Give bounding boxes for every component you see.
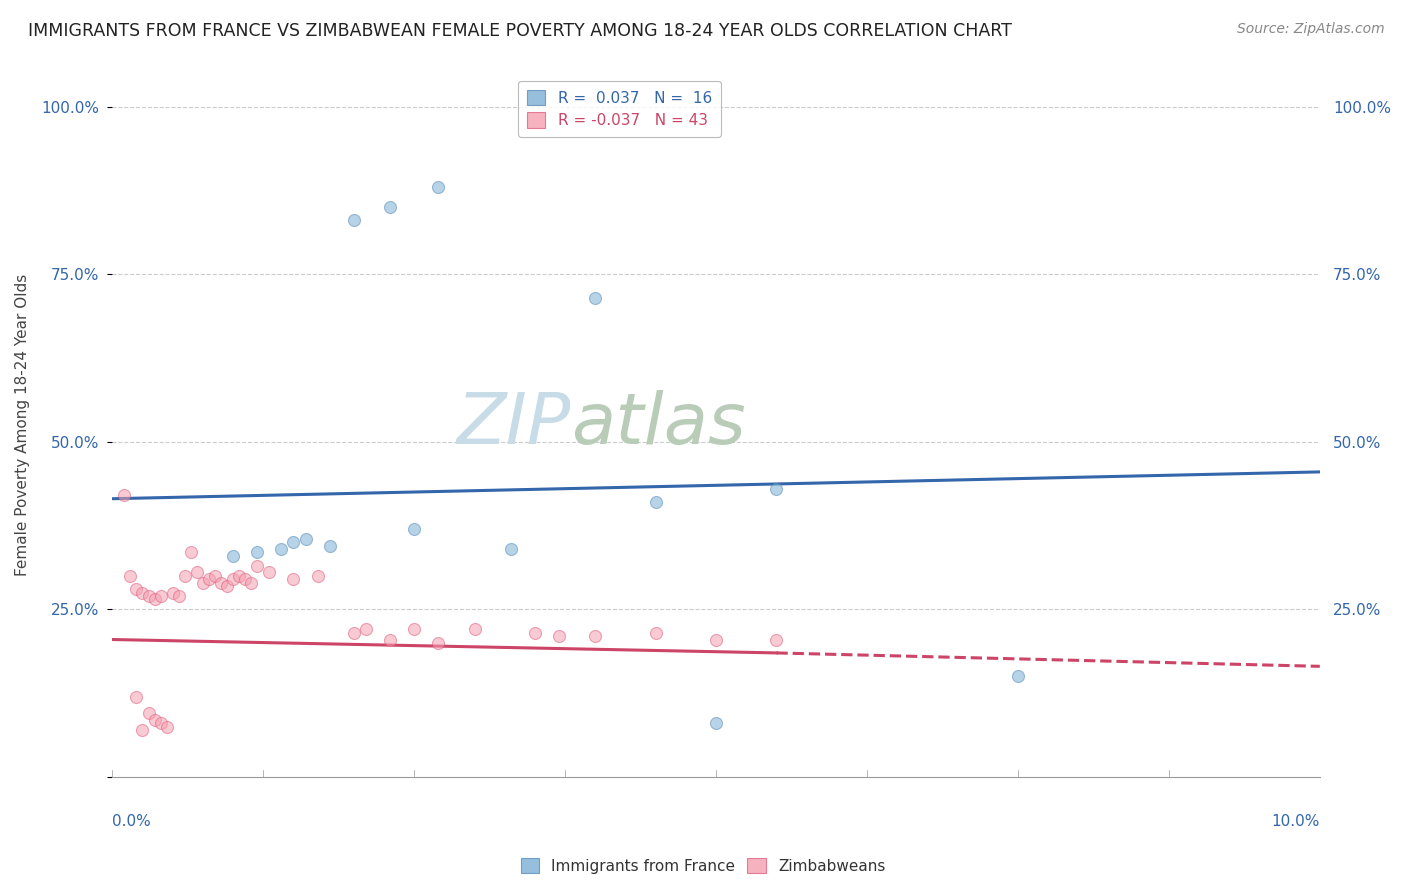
Point [233,572,256,586]
Point [186,566,208,580]
Point [583,291,606,305]
Point [240,575,263,590]
Text: IMMIGRANTS FROM FRANCE VS ZIMBABWEAN FEMALE POVERTY AMONG 18-24 YEAR OLDS CORREL: IMMIGRANTS FROM FRANCE VS ZIMBABWEAN FEM… [28,22,1012,40]
Point [162,585,184,599]
Point [343,625,366,640]
Point [283,535,305,549]
Point [644,625,666,640]
Point [215,579,238,593]
Point [125,690,148,704]
Text: 10.0%: 10.0% [1271,814,1320,829]
Point [283,572,305,586]
Text: atlas: atlas [571,391,745,459]
Point [131,585,153,599]
Y-axis label: Female Poverty Among 18-24 Year Olds: Female Poverty Among 18-24 Year Olds [15,274,30,576]
Point [354,623,377,637]
Point [222,572,245,586]
Point [318,539,340,553]
Point [548,629,571,643]
Point [131,723,153,737]
Point [156,720,179,734]
Point [228,569,250,583]
Point [343,213,366,227]
Point [149,716,172,731]
Point [464,623,486,637]
Point [378,200,401,214]
Point [222,549,245,563]
Point [583,629,606,643]
Point [1007,669,1029,683]
Point [209,575,232,590]
Text: Source: ZipAtlas.com: Source: ZipAtlas.com [1237,22,1385,37]
Point [246,545,269,559]
Point [191,575,214,590]
Point [404,623,426,637]
Point [167,589,190,603]
Point [765,482,787,496]
Point [143,713,166,727]
Point [138,706,160,721]
Point [198,572,221,586]
Point [704,716,727,731]
Point [149,589,172,603]
Point [765,632,787,647]
Text: ZIP: ZIP [457,391,571,459]
Point [270,541,292,556]
Point [259,566,281,580]
Point [404,522,426,536]
Legend: Immigrants from France, Zimbabweans: Immigrants from France, Zimbabweans [515,852,891,880]
Point [378,632,401,647]
Point [143,592,166,607]
Point [704,632,727,647]
Point [138,589,160,603]
Point [427,180,450,194]
Point [246,558,269,573]
Point [294,532,316,546]
Point [644,495,666,509]
Point [427,636,450,650]
Point [112,488,135,502]
Point [173,569,195,583]
Point [180,545,202,559]
Point [125,582,148,597]
Text: 0.0%: 0.0% [112,814,150,829]
Point [307,569,329,583]
Point [523,625,546,640]
Point [120,569,142,583]
Legend: R =  0.037   N =  16, R = -0.037   N = 43: R = 0.037 N = 16, R = -0.037 N = 43 [517,80,721,137]
Point [499,541,522,556]
Point [204,569,226,583]
